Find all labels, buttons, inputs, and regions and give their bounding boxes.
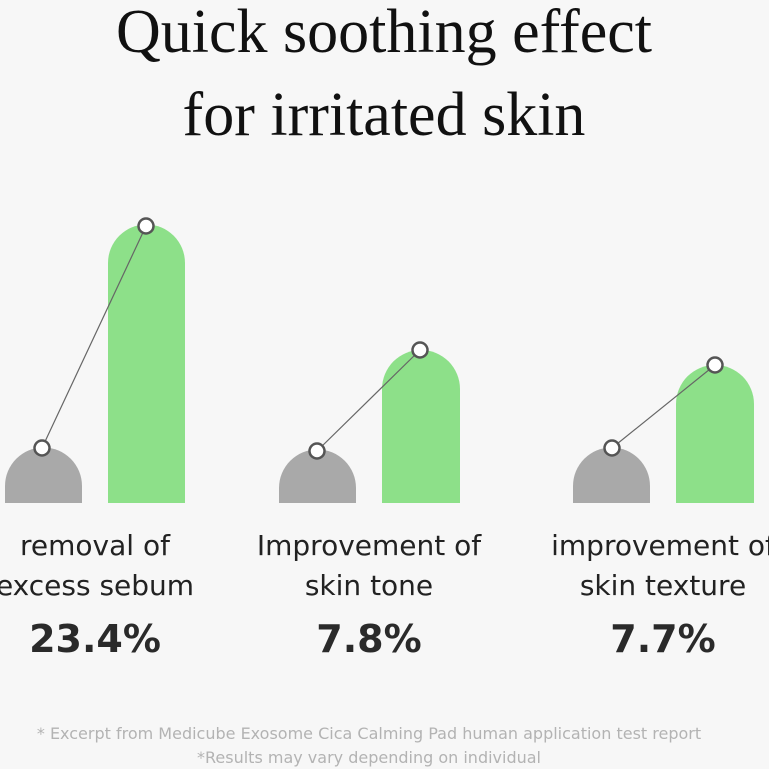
after-bar <box>108 224 185 503</box>
before-bar <box>5 447 82 503</box>
group-label: improvement of <box>551 529 769 562</box>
title-line: for irritated skin <box>183 81 586 149</box>
group-value: 23.4% <box>29 617 161 661</box>
before-bar <box>573 447 650 503</box>
before-bar <box>279 449 356 503</box>
after-bar <box>382 350 460 503</box>
dot <box>411 341 429 359</box>
title-line: Quick soothing effect <box>116 0 652 66</box>
group-label: removal of <box>20 529 171 562</box>
dot <box>137 217 155 235</box>
connector <box>611 364 716 449</box>
connector <box>316 349 421 452</box>
dot <box>603 439 621 457</box>
group-label: Improvement of <box>257 529 482 562</box>
group-label: excess sebum <box>0 569 194 602</box>
dot <box>33 439 51 457</box>
group-value: 7.8% <box>316 617 421 661</box>
footnote: * Excerpt from Medicube Exosome Cica Cal… <box>37 724 701 743</box>
footnote: *Results may vary depending on individua… <box>197 748 541 767</box>
connector <box>41 225 147 449</box>
dot <box>706 356 724 374</box>
after-bar <box>676 365 754 503</box>
group-label: skin tone <box>305 569 433 602</box>
group-label: skin texture <box>580 569 746 602</box>
group-value: 7.7% <box>610 617 715 661</box>
dot <box>308 442 326 460</box>
